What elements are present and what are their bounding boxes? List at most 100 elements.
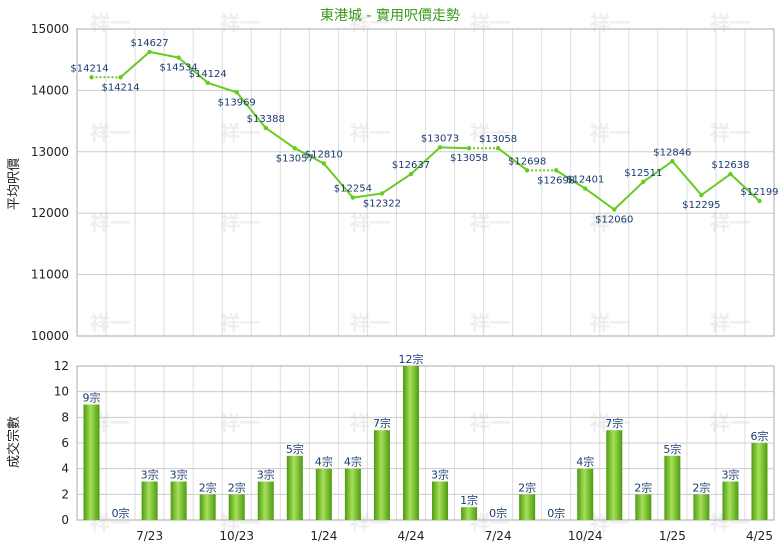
watermark-text: 祥一 — [710, 121, 750, 145]
watermark-text: 祥一 — [350, 121, 390, 145]
count-bar[interactable] — [606, 430, 623, 520]
count-y-tick-label: 4 — [61, 462, 69, 476]
count-bar[interactable] — [751, 443, 768, 520]
x-tick-label: 4/25 — [746, 529, 773, 543]
price-point[interactable] — [176, 55, 181, 60]
count-bar[interactable] — [344, 468, 361, 520]
price-point[interactable] — [466, 146, 472, 151]
count-bar-label: 3宗 — [257, 468, 275, 482]
count-bar[interactable] — [199, 494, 216, 520]
price-point[interactable] — [670, 159, 675, 164]
price-y-tick-label: 12000 — [31, 206, 69, 220]
price-plot-frame — [76, 28, 775, 337]
price-point[interactable] — [89, 75, 94, 80]
price-point-label: $12638 — [711, 160, 749, 171]
count-bar-label: 1宗 — [460, 493, 478, 507]
price-point[interactable] — [553, 168, 559, 173]
watermark-text: 祥一 — [590, 11, 630, 35]
count-bar-label: 0宗 — [489, 506, 507, 520]
price-point[interactable] — [147, 49, 152, 55]
price-point[interactable] — [379, 191, 385, 196]
count-y-axis: 0 2 4 6 8 10 12 — [54, 359, 775, 527]
watermark-text: 祥一 — [220, 121, 260, 145]
price-point[interactable] — [612, 207, 617, 212]
price-line-segment — [671, 160, 703, 196]
price-point-label: $13969 — [218, 97, 256, 108]
count-bar[interactable] — [83, 404, 100, 521]
watermark-text: 祥一 — [470, 411, 510, 435]
count-y-tick-label: 6 — [61, 436, 69, 450]
price-point-label: $14214 — [101, 82, 139, 93]
price-line-series: $14214 $14214 $14627 $14534$14124 $13969 $133… — [70, 38, 778, 226]
count-bar[interactable] — [664, 455, 681, 520]
count-bar[interactable] — [257, 481, 274, 521]
price-point[interactable] — [118, 75, 123, 80]
price-point-label: $13058 — [479, 134, 517, 145]
price-line-segment — [700, 173, 732, 196]
count-bar[interactable] — [577, 468, 594, 520]
price-point[interactable] — [641, 179, 646, 185]
count-y-tick-label: 8 — [61, 410, 69, 424]
price-point-label: $12810 — [305, 149, 343, 160]
price-point[interactable] — [524, 168, 530, 173]
price-point-label: $14627 — [131, 38, 169, 49]
x-tick-label: 1/24 — [310, 529, 337, 543]
count-bar-label: 6宗 — [750, 429, 768, 443]
watermark-text: 祥一 — [710, 311, 750, 335]
price-y-axis-label: 平均呎價 — [7, 158, 22, 210]
count-bar[interactable] — [170, 481, 187, 521]
x-axis: 7/23 10/23 1/24 4/24 7/24 10/24 1/25 4/25 — [136, 529, 773, 543]
price-point-label: $12060 — [595, 215, 633, 226]
count-bar[interactable] — [402, 366, 419, 520]
x-tick-label: 1/25 — [659, 529, 686, 543]
price-gridlines — [76, 28, 775, 337]
price-point[interactable] — [292, 146, 298, 151]
count-y-axis-label: 成交宗數 — [6, 416, 22, 468]
count-bar-label: 7宗 — [373, 416, 391, 430]
price-line-segment — [235, 91, 267, 129]
x-tick-label: 7/23 — [136, 529, 163, 543]
price-point[interactable] — [350, 195, 356, 200]
price-point[interactable] — [437, 145, 443, 150]
count-bar[interactable] — [432, 481, 449, 521]
price-point[interactable] — [757, 198, 762, 204]
count-bar[interactable] — [519, 494, 536, 520]
count-bar-label: 3宗 — [431, 468, 449, 482]
price-point-label: $12254 — [334, 184, 372, 195]
count-bar[interactable] — [286, 455, 303, 520]
count-bar[interactable] — [373, 430, 390, 520]
price-point-label: $12698 — [537, 175, 575, 186]
price-point-label: $13073 — [421, 133, 459, 144]
watermark-text: 祥一 — [470, 311, 510, 335]
count-y-tick-label: 0 — [61, 513, 69, 527]
watermark-text: 祥一 — [220, 11, 260, 35]
price-point[interactable] — [495, 146, 501, 151]
watermark-text: 祥一 — [710, 211, 750, 235]
price-point[interactable] — [321, 161, 327, 166]
price-point[interactable] — [699, 192, 704, 198]
count-bar[interactable] — [635, 494, 652, 520]
watermark-text: 祥一 — [90, 311, 130, 335]
count-bar-label: 12宗 — [398, 352, 423, 366]
count-bar-label: 2宗 — [634, 480, 652, 494]
price-point[interactable] — [234, 90, 239, 95]
count-bar[interactable] — [228, 494, 245, 520]
price-line-segment — [177, 56, 209, 84]
count-bar[interactable] — [315, 468, 332, 520]
count-bar[interactable] — [693, 494, 710, 520]
price-point[interactable] — [408, 171, 414, 177]
price-point[interactable] — [728, 171, 733, 177]
price-point-label: $12637 — [392, 160, 430, 171]
count-bar[interactable] — [141, 481, 158, 521]
price-point-label: $12322 — [363, 198, 401, 209]
watermark-text: 祥一 — [350, 211, 390, 235]
price-point[interactable] — [205, 80, 210, 85]
count-bar[interactable] — [461, 507, 478, 520]
count-bar-label: 9宗 — [83, 391, 101, 405]
count-bar[interactable] — [722, 481, 739, 521]
price-point[interactable] — [583, 186, 588, 191]
watermark-text: 祥一 — [350, 311, 390, 335]
watermark-text: 祥一 — [350, 11, 390, 35]
price-point[interactable] — [263, 125, 268, 131]
